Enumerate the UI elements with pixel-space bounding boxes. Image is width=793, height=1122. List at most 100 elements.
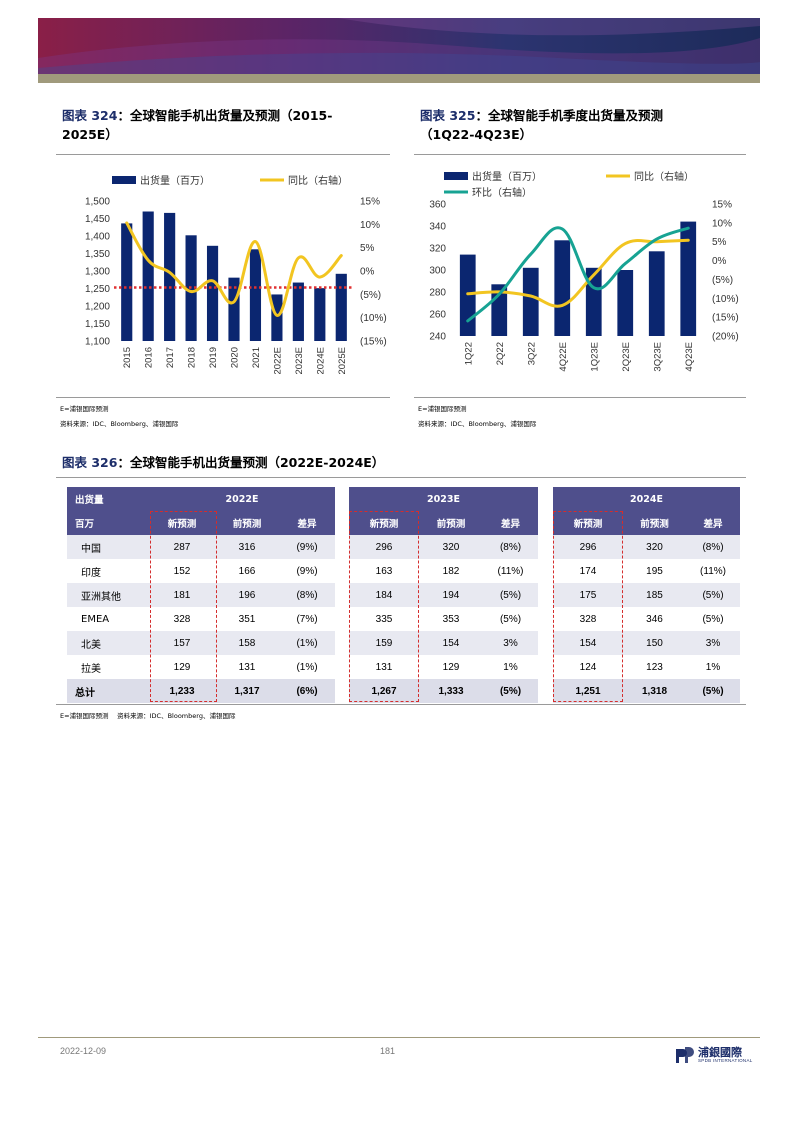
col-diff-2023e: 差异 xyxy=(483,511,539,535)
cell-diff: (9%) xyxy=(296,565,318,577)
cell-prev: 166 xyxy=(238,565,256,577)
cell-new: 181 xyxy=(149,583,215,607)
fig325-note: E=浦银国际预测 xyxy=(418,405,467,413)
fig326-rule-bottom xyxy=(56,704,746,705)
fig324-title: 图表 324：全球智能手机出货量及预测（2015- 2025E） xyxy=(62,106,392,144)
cell-new: 154 xyxy=(553,631,623,655)
region-label: EMEA xyxy=(81,613,110,625)
cell-new: 131 xyxy=(375,661,393,673)
y-tick-label: 1,100 xyxy=(85,337,110,348)
bar xyxy=(292,282,304,341)
x-tick-label: 4Q23E xyxy=(684,342,695,372)
bar xyxy=(554,240,571,336)
chart325-legend-qoq-label: 环比（右轴） xyxy=(472,186,532,199)
col-diff-2022e: 差异 xyxy=(279,511,336,535)
chart325-legend-bar-label: 出货量（百万） xyxy=(472,170,542,183)
cell-new: 1,251 xyxy=(553,679,623,703)
x-tick-label: 2021 xyxy=(251,347,262,368)
x-tick-label: 4Q22E xyxy=(558,342,569,372)
cell-new: 1,233 xyxy=(149,679,215,703)
y-tick-label: 320 xyxy=(429,244,446,255)
col-new-2024e: 新预测 xyxy=(553,511,623,535)
series-line xyxy=(125,221,343,317)
table-row: 154 150 3% xyxy=(553,631,741,655)
x-tick-label: 1Q22 xyxy=(463,342,474,365)
col-new-2022e: 新预测 xyxy=(149,511,215,535)
x-tick-label: 2016 xyxy=(144,347,155,368)
bar xyxy=(249,249,262,341)
chart324-legend-bar-swatch xyxy=(112,176,136,184)
chart324-legend-line-label: 同比（右轴） xyxy=(288,174,348,187)
cell-new: 296 xyxy=(349,535,419,559)
table-row: 163 182 (11%) xyxy=(349,559,538,583)
table-row: 124 123 1% xyxy=(553,655,740,679)
year-header-2024e: 2024E xyxy=(553,487,741,511)
x-tick-label: 2Q23E xyxy=(621,342,632,372)
cell-new: 175 xyxy=(553,583,623,607)
table-row: 北美 157 158 (1%) xyxy=(67,631,336,655)
fig326-title: 图表 326：全球智能手机出货量预测（2022E-2024E） xyxy=(62,453,662,472)
y2-tick-label: 10% xyxy=(712,218,732,229)
fig326-title-text: ：全球智能手机出货量预测（2022E-2024E） xyxy=(117,455,385,470)
fig325-label: 图表 325 xyxy=(420,108,476,123)
x-tick-label: 1Q23E xyxy=(589,342,600,372)
bar xyxy=(459,254,476,336)
cell-prev: 158 xyxy=(215,631,279,655)
bar xyxy=(335,273,347,341)
x-tick-label: 3Q23E xyxy=(652,342,663,372)
table-2024e: 2024E 新预测 前预测 差异 296 320 (8%) 174 195 (11%) … xyxy=(553,487,741,703)
y-tick-label: 1,150 xyxy=(85,319,110,330)
fig325-title: 图表 325：全球智能手机季度出货量及预测 （1Q22-4Q23E） xyxy=(420,106,760,144)
cell-new: 163 xyxy=(375,565,393,577)
series-line xyxy=(466,226,690,323)
fig324-title-line1: ：全球智能手机出货量及预测（2015- xyxy=(117,108,333,123)
cell-diff: (6%) xyxy=(279,679,336,703)
y-tick-label: 1,250 xyxy=(85,284,110,295)
cell-diff: (5%) xyxy=(499,613,522,625)
year-header-2022e: 2022E xyxy=(149,487,336,511)
x-tick-label: 2023E xyxy=(294,347,305,374)
table-row: 335 353 (5%) xyxy=(349,607,538,631)
spdb-logo-icon xyxy=(676,1047,694,1063)
table-row-total: 1,267 1,333 (5%) xyxy=(349,679,539,703)
y2-tick-label: 10% xyxy=(360,220,380,231)
fig324-source: 资料来源：IDC、Bloomberg、浦银国际 xyxy=(60,420,179,428)
y2-tick-label: 0% xyxy=(712,256,727,267)
chart-325: 出货量（百万） 同比（右轴） 环比（右轴） 240 260 280 300 320 340… xyxy=(429,170,738,372)
col-new-2023e: 新预测 xyxy=(349,511,419,535)
year-header-2023e: 2023E xyxy=(349,487,539,511)
header-divider xyxy=(38,74,760,83)
cell-new: 287 xyxy=(149,535,215,559)
table-row: 328 346 (5%) xyxy=(553,607,740,631)
cell-prev: 353 xyxy=(442,613,460,625)
cell-prev: 1,333 xyxy=(419,679,483,703)
cell-prev: 1,317 xyxy=(215,679,279,703)
cell-prev: 195 xyxy=(646,565,663,577)
fig325-title-line2: （1Q22-4Q23E） xyxy=(420,127,533,142)
region-label: 总计 xyxy=(67,679,149,703)
bar xyxy=(206,245,219,341)
table-row: 296 320 (8%) xyxy=(553,535,741,559)
y-tick-label: 300 xyxy=(429,266,446,277)
cell-prev: 1,318 xyxy=(623,679,686,703)
x-tick-label: 2015 xyxy=(122,347,133,368)
fig324-rule-top xyxy=(56,154,390,155)
y-tick-label: 240 xyxy=(429,332,446,343)
fig325-rule-bottom xyxy=(414,397,746,398)
highlight-new-2022e xyxy=(150,511,217,702)
table-row-total: 1,251 1,318 (5%) xyxy=(553,679,741,703)
col-diff-2024e: 差异 xyxy=(686,511,741,535)
bar xyxy=(314,288,326,341)
y-tick-label: 1,500 xyxy=(85,197,110,208)
y-tick-label: 280 xyxy=(429,288,446,299)
cell-diff: (8%) xyxy=(686,535,741,559)
cell-new: 159 xyxy=(349,631,419,655)
bar xyxy=(164,212,176,341)
cell-new: 174 xyxy=(579,565,597,577)
fig324-rule-bottom xyxy=(56,397,390,398)
table-row: 亚洲其他 181 196 (8%) xyxy=(67,583,336,607)
cell-prev: 320 xyxy=(419,535,483,559)
y-tick-label: 340 xyxy=(429,222,446,233)
x-tick-label: 2017 xyxy=(165,347,176,368)
bar xyxy=(617,270,634,336)
